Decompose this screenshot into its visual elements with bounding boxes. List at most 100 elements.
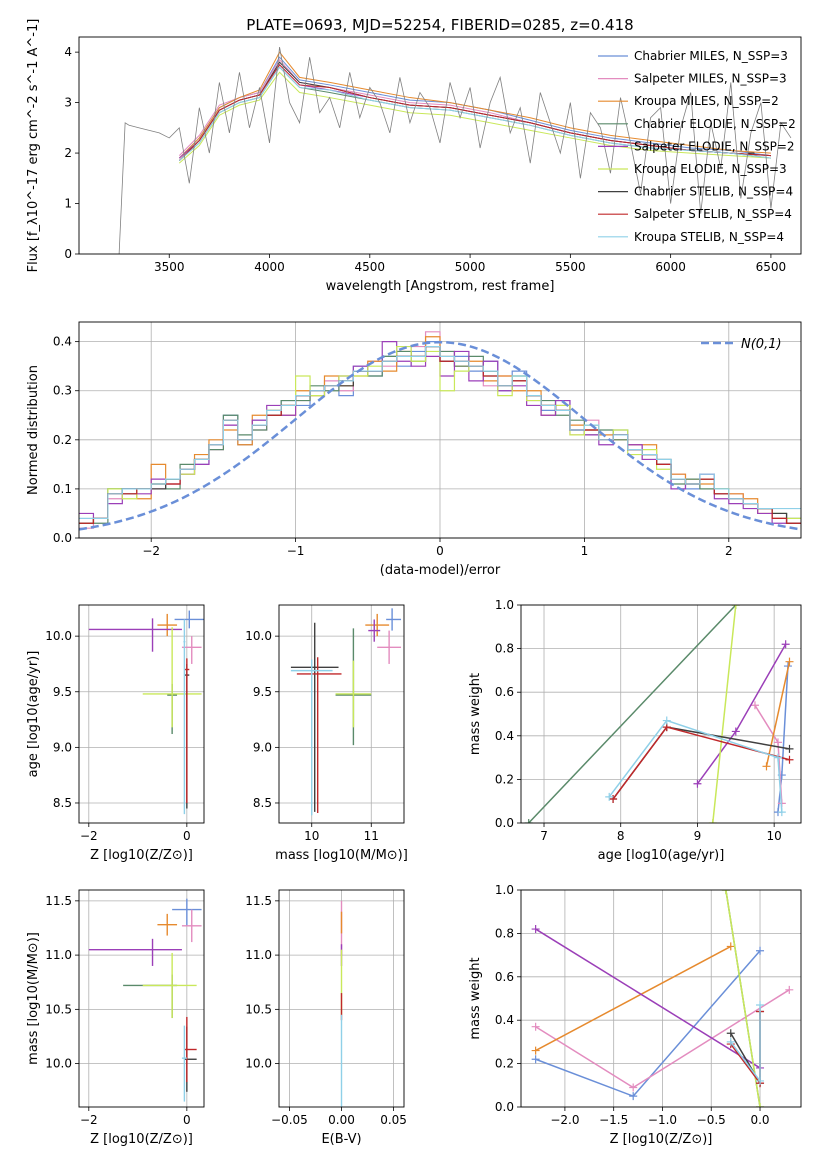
data-point xyxy=(762,762,771,771)
x-tick-label: 0.0 xyxy=(750,1113,769,1127)
y-axis-label: age [log10(age/yr)] xyxy=(26,651,41,778)
normal-curve xyxy=(79,340,801,531)
y-tick-label: 0.8 xyxy=(495,926,514,940)
x-axis-label: Z [log10(Z/Z⊙)] xyxy=(90,1132,193,1147)
y-tick-label: 1.0 xyxy=(495,883,514,897)
histogram-series xyxy=(79,336,801,524)
x-tick-label: 0 xyxy=(183,1113,191,1127)
data-point xyxy=(531,1022,540,1031)
model-line xyxy=(178,63,771,161)
axes-frame xyxy=(78,889,205,1108)
x-tick-label: −1.0 xyxy=(648,1113,677,1127)
data-point xyxy=(726,1029,735,1038)
legend-label: Salpeter STELIB, N_SSP=4 xyxy=(634,207,792,221)
model-line xyxy=(608,719,783,813)
y-tick-label: 0.2 xyxy=(495,1057,514,1071)
y-tick-label: 0.4 xyxy=(495,1013,514,1027)
y-axis-label: Flux [f_λ10^-17 erg cm^-2 s^-1 A^-1] xyxy=(26,19,41,273)
panel-mass-weight-vs-metallicity: −2.0 −1.5 −1.0 −0.5 0.0 0.0 0.2 0.4 0.6 0.8 1.0 Z [… xyxy=(468,883,802,1147)
y-tick-label: 11.5 xyxy=(45,894,72,908)
data-point xyxy=(629,1083,638,1092)
x-tick-label: 0.05 xyxy=(380,1113,407,1127)
y-tick-label: 4 xyxy=(64,45,72,59)
x-tick-label: 10 xyxy=(767,829,782,843)
y-tick-label: 10.5 xyxy=(45,1002,72,1016)
legend-label: Chabrier ELODIE, N_SSP=2 xyxy=(634,117,796,131)
y-tick-label: 0.2 xyxy=(53,433,72,447)
y-tick-label: 8.5 xyxy=(53,796,72,810)
x-axis-label: age [log10(age/yr)] xyxy=(598,848,725,863)
axes-frame xyxy=(78,36,802,255)
axes-frame xyxy=(520,604,802,824)
model-line xyxy=(528,605,737,823)
x-tick-label: 9 xyxy=(694,829,702,843)
y-tick-label: 1.0 xyxy=(495,598,514,612)
y-tick-label: 0.0 xyxy=(495,816,514,830)
data-point xyxy=(731,727,740,736)
data-point xyxy=(773,753,782,762)
y-tick-label: 2 xyxy=(64,146,72,160)
x-tick-label: 4500 xyxy=(355,260,386,274)
panel-residual-histogram: −2 −1 0 1 2 0.0 0.1 0.2 0.3 0.4 (data-model)/error… xyxy=(26,321,802,578)
x-axis-label: wavelength [Angstrom, rest frame] xyxy=(326,279,555,294)
x-tick-label: 4000 xyxy=(254,260,285,274)
panel-mass-vs-ebv: −0.05 0.00 0.05 10.0 10.5 11.0 11.5 E(B-V) xyxy=(245,889,407,1147)
model-line xyxy=(535,950,761,1098)
plot-area xyxy=(531,890,794,1107)
panel-age-vs-mass: 10 11 8.5 9.0 9.5 10.0 mass [log10(M/M⊙)] xyxy=(245,604,408,863)
y-tick-label: 9.5 xyxy=(253,685,272,699)
data-point xyxy=(750,701,759,710)
plot-area xyxy=(88,610,204,815)
x-tick-label: 5500 xyxy=(555,260,586,274)
y-tick-label: 10.0 xyxy=(245,1057,272,1071)
data-point xyxy=(756,1076,765,1085)
figure-title: PLATE=0693, MJD=52254, FIBERID=0285, z=0… xyxy=(246,16,633,34)
data-point xyxy=(629,1092,638,1101)
axes-frame xyxy=(78,604,205,824)
y-tick-label: 0.0 xyxy=(53,531,72,545)
y-tick-label: 11.0 xyxy=(45,948,72,962)
legend-label: Salpeter MILES, N_SSP=3 xyxy=(634,72,787,86)
x-tick-label: 3500 xyxy=(154,260,185,274)
panel-age-vs-metallicity: −2 0 8.5 9.0 9.5 10.0 Z [log10(Z/Z⊙)] age [log1… xyxy=(26,604,205,863)
data-point xyxy=(781,640,790,649)
y-axis-label: mass weight xyxy=(468,957,483,1039)
x-tick-label: −2 xyxy=(142,544,160,558)
data-point xyxy=(756,946,765,955)
plot-area xyxy=(524,605,794,823)
model-line xyxy=(178,71,771,164)
model-line xyxy=(535,945,732,1052)
model-line xyxy=(535,928,761,1069)
x-tick-label: −2.0 xyxy=(550,1113,579,1127)
axes-frame xyxy=(278,604,405,824)
data-point xyxy=(693,779,702,788)
plot-area xyxy=(118,47,792,254)
x-tick-label: −0.05 xyxy=(271,1113,308,1127)
y-tick-label: 9.0 xyxy=(53,740,72,754)
y-tick-label: 0 xyxy=(64,247,72,261)
axes-frame xyxy=(278,889,405,1108)
plot-area xyxy=(88,898,202,1102)
y-tick-label: 10.5 xyxy=(245,1002,272,1016)
plot-area xyxy=(290,608,402,816)
model-line xyxy=(178,51,771,159)
legend-label: N(0,1) xyxy=(741,337,782,352)
model-line xyxy=(725,890,761,1107)
data-point xyxy=(785,744,794,753)
y-tick-label: 0.4 xyxy=(53,335,72,349)
model-line xyxy=(765,661,791,767)
y-axis-label: mass weight xyxy=(468,673,483,755)
y-tick-label: 0.6 xyxy=(495,970,514,984)
x-tick-label: 7 xyxy=(540,829,548,843)
y-tick-label: 3 xyxy=(64,96,72,110)
y-tick-label: 0.1 xyxy=(53,482,72,496)
y-tick-label: 0.8 xyxy=(495,642,514,656)
observed-spectrum xyxy=(118,47,792,254)
data-point xyxy=(785,657,794,666)
data-point xyxy=(531,1055,540,1064)
x-tick-label: 6500 xyxy=(756,260,787,274)
x-tick-label: −0.5 xyxy=(697,1113,726,1127)
legend-label: Chabrier MILES, N_SSP=3 xyxy=(634,49,788,63)
y-axis-label: mass [log10(M/M⊙)] xyxy=(26,932,41,1065)
data-point xyxy=(662,716,671,725)
